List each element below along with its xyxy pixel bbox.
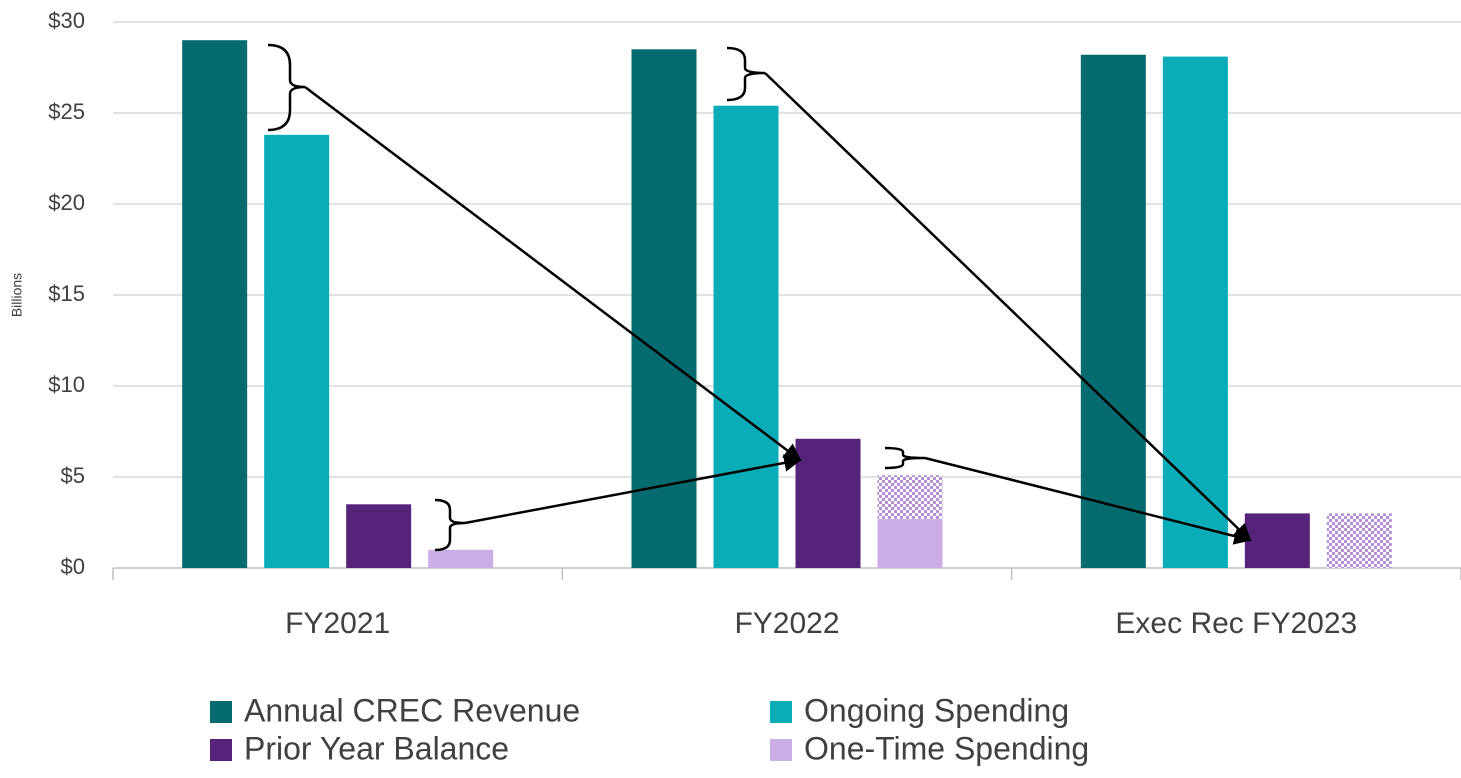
bar xyxy=(795,438,861,568)
brace xyxy=(434,498,466,552)
x-tick-label: Exec Rec FY2023 xyxy=(1115,607,1357,640)
bar xyxy=(877,475,943,519)
bar xyxy=(1244,513,1310,568)
x-tick-label: FY2022 xyxy=(734,607,839,640)
y-tick-label: $30 xyxy=(48,8,85,33)
legend-label: Annual CREC Revenue xyxy=(244,692,580,728)
legend-label: One-Time Spending xyxy=(804,730,1089,766)
bar xyxy=(1326,513,1392,568)
brace xyxy=(267,43,306,132)
y-tick-label: $10 xyxy=(48,372,85,397)
bar xyxy=(877,518,943,568)
arrow xyxy=(304,86,802,462)
bar xyxy=(264,134,330,568)
arrow xyxy=(924,456,1252,545)
bar xyxy=(182,40,248,568)
x-tick-label: FY2021 xyxy=(285,607,390,640)
y-axis-label: Billions xyxy=(9,273,25,317)
legend-swatch xyxy=(210,739,232,761)
legend: Annual CREC Revenue Ongoing Spending Prior… xyxy=(210,692,1089,766)
brace xyxy=(726,46,766,102)
legend-swatch xyxy=(770,701,792,723)
bars xyxy=(182,40,1392,569)
y-tick-label: $5 xyxy=(61,463,85,488)
y-tick-label: $0 xyxy=(61,554,85,579)
legend-label: Prior Year Balance xyxy=(244,730,509,766)
bar xyxy=(346,504,412,568)
bar xyxy=(713,105,779,568)
legend-swatch xyxy=(210,701,232,723)
bar xyxy=(1162,56,1228,569)
annotations xyxy=(267,43,1252,552)
arrow xyxy=(764,72,1252,542)
legend-label: Ongoing Spending xyxy=(804,692,1069,728)
y-tick-label: $20 xyxy=(48,190,85,215)
arrow xyxy=(464,454,802,525)
bar xyxy=(428,549,494,568)
brace xyxy=(884,446,926,470)
y-tick-label: $25 xyxy=(48,99,85,124)
bar xyxy=(1080,54,1146,568)
legend-swatch xyxy=(770,739,792,761)
y-tick-label: $15 xyxy=(48,281,85,306)
